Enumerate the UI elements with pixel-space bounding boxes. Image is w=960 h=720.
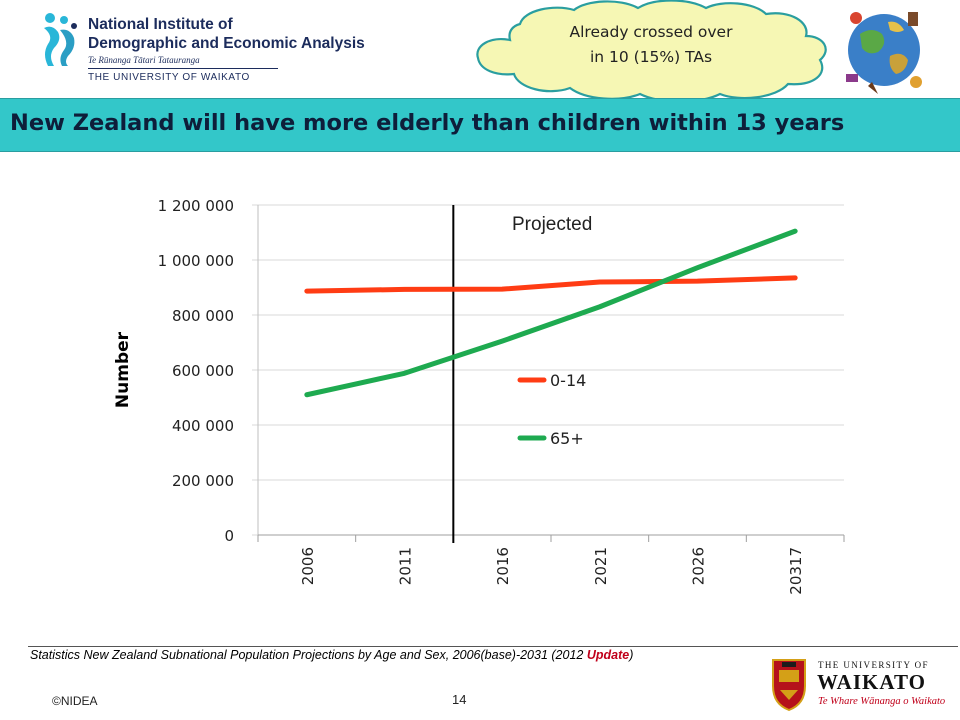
source-text: Statistics New Zealand Subnational Popul… xyxy=(30,648,584,662)
logo-divider xyxy=(88,68,278,69)
source-close: ) xyxy=(629,648,634,662)
slide-title: New Zealand will have more elderly than … xyxy=(10,110,845,136)
university-crest-icon xyxy=(772,659,806,712)
population-line-chart: 0 200 000 400 000 600 000 800 000 1 000 000 1 … xyxy=(113,197,845,595)
series-line-65+ xyxy=(304,228,798,398)
x-tick-label: 2026 xyxy=(690,547,708,585)
source-update: Update xyxy=(586,648,630,662)
footer-divider xyxy=(28,646,958,647)
uow-motto: Te Whare Wānanga o Waikato xyxy=(818,696,946,707)
cloud-shape-icon xyxy=(476,0,827,103)
callout-cloud: Already crossed over in 10 (15%) TAs xyxy=(470,0,832,104)
x-tick-label: 2021 xyxy=(592,547,610,585)
callout-line1: Already crossed over xyxy=(569,23,733,41)
y-axis-label: Number xyxy=(113,331,133,408)
y-tick-label: 0 xyxy=(224,527,234,545)
legend-label: 65+ xyxy=(550,429,584,448)
globe-illustration-icon xyxy=(846,12,922,94)
y-tick-label: 800 000 xyxy=(172,307,234,325)
series-line-0-14 xyxy=(304,275,798,294)
y-tick-label: 200 000 xyxy=(172,472,234,490)
legend-label: 0-14 xyxy=(550,371,586,390)
title-banner: New Zealand will have more elderly than … xyxy=(0,98,960,152)
x-tick-label: 2011 xyxy=(397,547,415,585)
source-citation: Statistics New Zealand Subnational Popul… xyxy=(30,648,750,663)
callout-line2: in 10 (15%) TAs xyxy=(589,48,713,66)
x-tick-label: 2006 xyxy=(299,547,317,585)
logo-university-name: THE UNIVERSITY OF WAIKATO xyxy=(88,72,250,83)
y-tick-label: 400 000 xyxy=(172,417,234,435)
x-tick-label: 2016 xyxy=(494,547,512,585)
nidea-emblem-icon xyxy=(44,13,77,67)
y-tick-label: 600 000 xyxy=(172,362,234,380)
page-number: 14 xyxy=(452,692,467,707)
logo-title-line1: National Institute of xyxy=(88,16,233,33)
waikato-logo: THE UNIVERSITY OF WAIKATO Te Whare Wānan… xyxy=(770,656,950,716)
y-tick-label: 1 000 000 xyxy=(158,252,234,270)
copyright-notice: ©NIDEA xyxy=(52,694,98,708)
uow-the-label: THE UNIVERSITY OF xyxy=(818,660,929,670)
logo-maori-subtitle: Te Rūnanga Tātari Tatauranga xyxy=(88,55,200,65)
logo-title-line2: Demographic and Economic Analysis xyxy=(88,35,365,52)
y-tick-label: 1 200 000 xyxy=(158,197,234,215)
projected-annotation: Projected xyxy=(512,214,592,235)
nidea-logo: National Institute of Demographic and Ec… xyxy=(40,10,365,88)
x-tick-label: 20317 xyxy=(787,547,805,595)
callout-text: Already crossed over in 10 (15%) TAs xyxy=(520,20,782,70)
uow-name: WAIKATO xyxy=(817,670,926,694)
